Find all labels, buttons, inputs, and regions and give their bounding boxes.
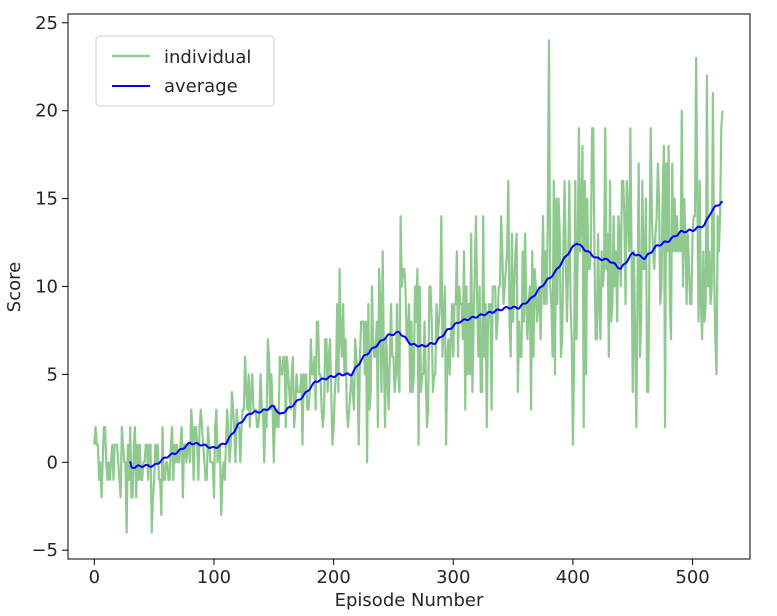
y-tick-label: 20 xyxy=(35,101,58,122)
legend-label-average: average xyxy=(164,76,238,97)
x-tick-label: 400 xyxy=(556,567,590,588)
y-tick-label: 15 xyxy=(35,189,58,210)
y-ticks: −5 0 5 10 15 20 25 xyxy=(31,13,68,561)
x-tick-label: 300 xyxy=(436,567,470,588)
legend-label-individual: individual xyxy=(164,47,251,68)
series-layer xyxy=(93,39,724,534)
x-ticks: 0 100 200 300 400 500 xyxy=(89,559,710,588)
series-average-line xyxy=(129,200,724,470)
x-axis-label: Episode Number xyxy=(335,590,484,611)
x-tick-label: 100 xyxy=(197,567,231,588)
legend: individual average xyxy=(95,35,275,107)
y-tick-label: 25 xyxy=(35,13,58,34)
x-tick-label: 500 xyxy=(675,567,709,588)
y-tick-label: 0 xyxy=(47,452,58,473)
y-tick-label: −5 xyxy=(31,540,58,561)
y-axis-label: Score xyxy=(4,262,25,312)
legend-box xyxy=(95,35,275,107)
x-tick-label: 0 xyxy=(89,567,100,588)
x-tick-label: 200 xyxy=(316,567,350,588)
y-tick-label: 10 xyxy=(35,277,58,298)
y-tick-label: 5 xyxy=(47,364,58,385)
